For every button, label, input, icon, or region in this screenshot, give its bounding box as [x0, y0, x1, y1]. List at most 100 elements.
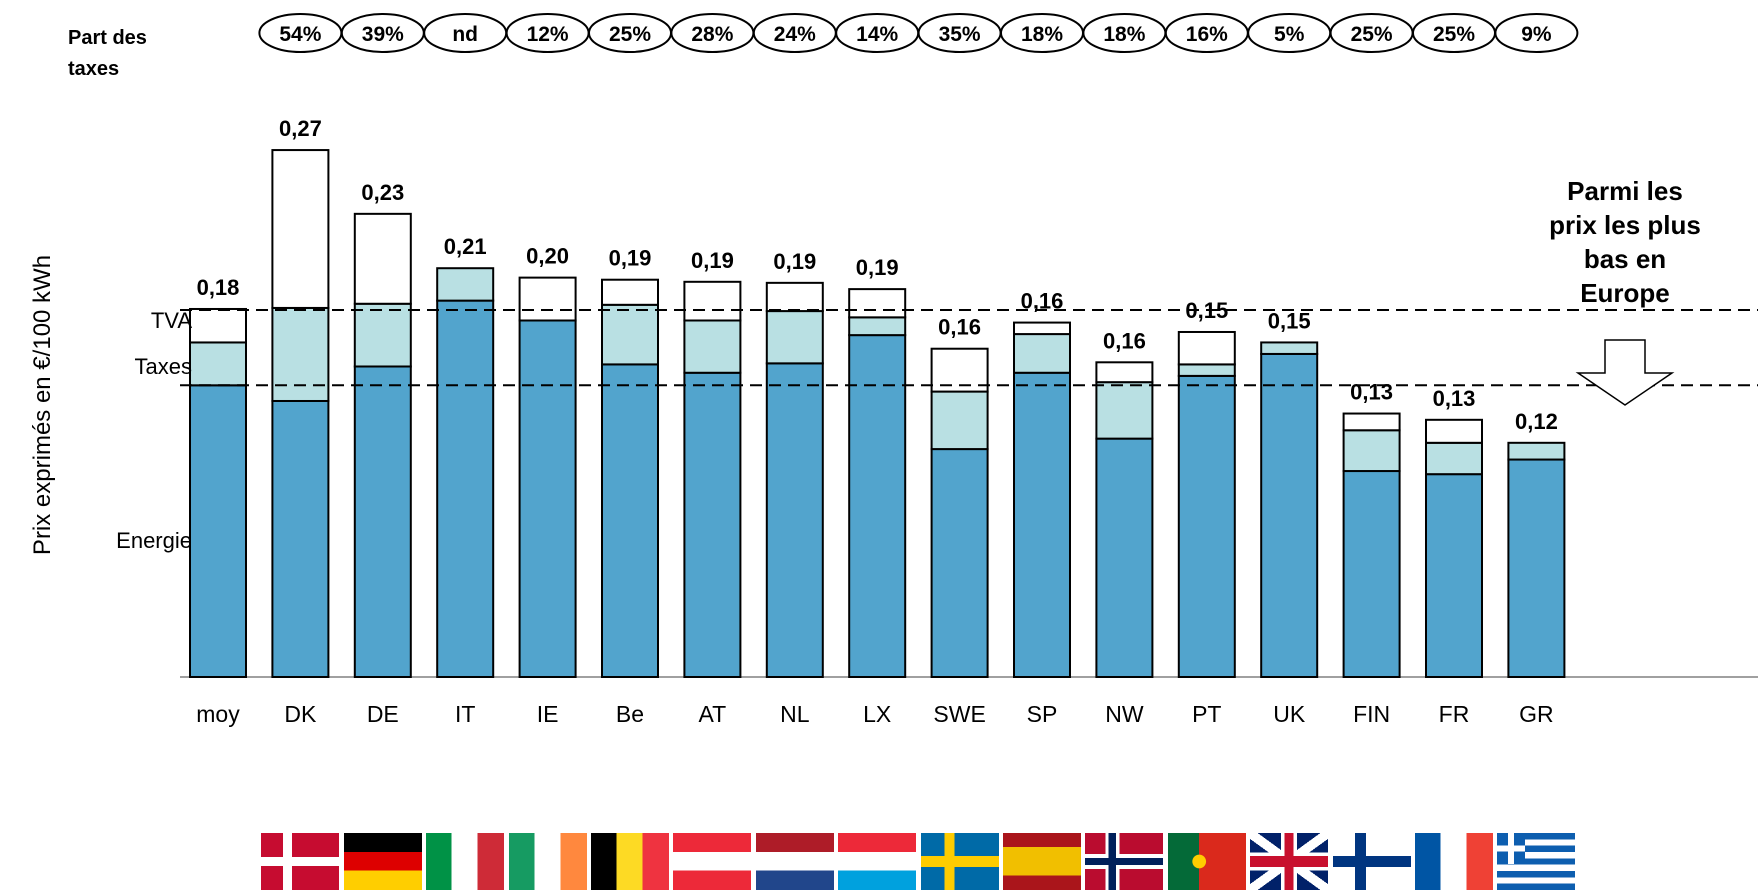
bar-segment-taxes-uk [1260, 341, 1319, 355]
tax-share-item: 14% [835, 13, 920, 53]
tax-share-item: nd [423, 13, 508, 53]
value-label: 0,16 [1021, 289, 1064, 314]
tax-share-value: 14% [856, 23, 898, 46]
bar-segment-taxes-gr [1507, 441, 1566, 461]
x-tick-label: SP [1027, 701, 1058, 727]
bar-segment-energie-gr [1507, 458, 1566, 679]
tax-share-value: 18% [1103, 23, 1145, 46]
tax-share-value: 25% [1433, 23, 1475, 46]
bar-segment-energie-nl [765, 362, 824, 678]
bar-segment-taxes-moy [189, 341, 247, 387]
x-tick-label: SWE [933, 701, 985, 727]
value-label: 0,15 [1268, 308, 1311, 333]
tax-share-value: 28% [691, 23, 733, 46]
tax-share-value: 9% [1521, 23, 1552, 46]
bar-segment-energie-be [601, 363, 659, 678]
tax-share-item: 25% [588, 13, 672, 53]
bar-segment-taxes-nw [1095, 381, 1154, 440]
bar-segment-tva-fin [1342, 412, 1401, 432]
bar-segment-tva-de [353, 212, 412, 305]
value-label: 0,12 [1515, 409, 1558, 434]
bar-segment-energie-moy [189, 384, 247, 678]
bar-segment-taxes-lx [848, 316, 907, 337]
tax-share-value: 18% [1021, 23, 1063, 46]
tax-share-item: 5% [1247, 13, 1332, 53]
value-label: 0,19 [856, 255, 899, 280]
legend-label-tva: TVA [151, 308, 192, 333]
value-label: 0,15 [1185, 298, 1228, 323]
value-label: 0,19 [773, 249, 816, 274]
tax-share-value: 25% [609, 23, 651, 46]
tax-share-value: 16% [1186, 23, 1228, 46]
bar-segment-tva-nw [1095, 361, 1154, 384]
bar-segment-energie-uk [1260, 352, 1319, 678]
bar-segment-tva-dk [271, 149, 330, 309]
tax-share-item: 25% [1412, 13, 1496, 53]
tax-share-item: 18% [1082, 13, 1167, 53]
segment-legend: Energie Taxes TVA [116, 308, 192, 553]
x-tick-label: NL [780, 701, 810, 727]
tax-share-item: 25% [1329, 13, 1414, 53]
x-tick-label: LX [863, 701, 891, 727]
tax-share-value: 5% [1274, 23, 1305, 46]
bar-segment-energie-it [436, 299, 495, 678]
x-tick-labels: moy DK DE IT IE Be AT NL LX SWE SP NW PT UK FIN FR GR [196, 701, 1553, 727]
tax-share-item: 9% [1494, 13, 1579, 53]
legend-label-taxes: Taxes [135, 354, 192, 379]
x-tick-label: moy [196, 701, 240, 727]
value-label: 0,16 [1103, 328, 1146, 353]
tax-share-value: 24% [774, 23, 816, 46]
tax-share-value: 39% [362, 23, 404, 46]
bar-segment-taxes-be [601, 303, 659, 366]
bar-segment-tva-moy [189, 307, 247, 344]
tax-share-title: Part des taxes [68, 27, 153, 80]
x-tick-label: GR [1519, 701, 1554, 727]
tax-share-item: 18% [1000, 13, 1084, 53]
tax-share-item: 28% [670, 13, 755, 53]
bar-segment-taxes-pt [1177, 363, 1236, 377]
tax-share-row: 54% 39% nd 12% 25% 28% 24% 14% 35% 18% 18% 16% 5% 25%… [258, 13, 1579, 53]
bar-segment-energie-swe [930, 448, 989, 678]
x-tick-label: Be [616, 701, 644, 727]
annotation-line: bas en [1584, 244, 1666, 274]
annotation: Parmi les prix les plus bas en Europe [1549, 176, 1701, 406]
value-label: 0,13 [1433, 386, 1476, 411]
bar-segment-taxes-at [683, 319, 742, 374]
bar-segment-energie-sp [1013, 371, 1071, 678]
bar-segment-energie-nw [1095, 437, 1154, 678]
annotation-line: prix les plus [1549, 210, 1701, 240]
bar-segment-taxes-swe [930, 390, 989, 451]
bar-segment-tva-sp [1013, 321, 1071, 336]
bar-segment-energie-ie [518, 319, 577, 678]
bar-segment-taxes-de [353, 302, 412, 368]
bar-segment-energie-fin [1342, 470, 1401, 678]
bar-segment-tva-fr [1425, 418, 1483, 444]
legend-label-energie: Energie [116, 528, 192, 553]
x-tick-label: IE [537, 701, 559, 727]
value-label: 0,27 [279, 116, 322, 141]
bars [180, 149, 1758, 679]
bar-segment-taxes-fin [1342, 429, 1401, 473]
annotation-text: Parmi les prix les plus bas en Europe [1549, 176, 1701, 308]
y-axis-label: Prix exprimés en €/100 kWh [29, 255, 56, 555]
x-tick-label: AT [699, 701, 727, 727]
bar-segment-tva-nl [765, 281, 824, 313]
x-tick-label: UK [1273, 701, 1306, 727]
bar-segment-taxes-sp [1013, 333, 1071, 374]
bar-segment-taxes-fr [1425, 441, 1483, 476]
tax-share-value: 54% [279, 23, 321, 46]
tax-share-item: 54% [258, 13, 343, 53]
tax-share-item: 39% [340, 13, 425, 53]
bar-segment-taxes-nl [765, 310, 824, 365]
annotation-line: Europe [1580, 278, 1670, 308]
bar-segment-energie-dk [271, 399, 330, 678]
value-label: 0,13 [1350, 380, 1393, 405]
x-tick-label: IT [455, 701, 475, 727]
tax-share-item: 35% [917, 13, 1002, 53]
value-label: 0,21 [444, 234, 487, 259]
bar-segment-energie-fr [1425, 473, 1483, 678]
bar-segment-taxes-dk [271, 306, 330, 402]
x-tick-label: FR [1439, 701, 1470, 727]
x-tick-label: DK [284, 701, 317, 727]
